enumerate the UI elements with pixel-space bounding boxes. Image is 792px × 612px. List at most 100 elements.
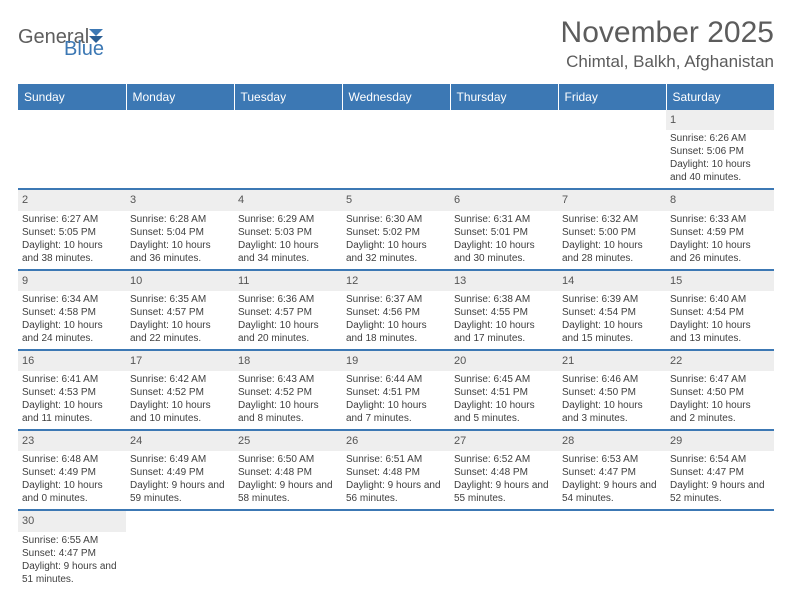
sunset-line: Sunset: 4:48 PM xyxy=(238,466,338,479)
day-number: 18 xyxy=(234,351,342,371)
daylight-line: Daylight: 10 hours and 36 minutes. xyxy=(130,239,230,265)
daylight-line: Daylight: 10 hours and 34 minutes. xyxy=(238,239,338,265)
daylight-line: Daylight: 10 hours and 24 minutes. xyxy=(22,319,122,345)
day-number: 10 xyxy=(126,271,234,291)
day-details: Sunrise: 6:31 AMSunset: 5:01 PMDaylight:… xyxy=(450,211,558,269)
weekday-monday: Monday xyxy=(126,84,234,110)
calendar-cell: . xyxy=(126,510,234,589)
sunrise-line: Sunrise: 6:45 AM xyxy=(454,373,554,386)
day-details: Sunrise: 6:35 AMSunset: 4:57 PMDaylight:… xyxy=(126,291,234,349)
brand-part2: Blue xyxy=(18,38,104,60)
day-details: Sunrise: 6:45 AMSunset: 4:51 PMDaylight:… xyxy=(450,371,558,429)
day-number: 24 xyxy=(126,431,234,451)
sunset-line: Sunset: 4:49 PM xyxy=(130,466,230,479)
calendar-cell: 25Sunrise: 6:50 AMSunset: 4:48 PMDayligh… xyxy=(234,430,342,510)
daylight-line: Daylight: 9 hours and 52 minutes. xyxy=(670,479,770,505)
sunrise-line: Sunrise: 6:36 AM xyxy=(238,293,338,306)
calendar-cell: . xyxy=(558,110,666,189)
sunrise-line: Sunrise: 6:47 AM xyxy=(670,373,770,386)
daylight-line: Daylight: 10 hours and 10 minutes. xyxy=(130,399,230,425)
daylight-line: Daylight: 10 hours and 3 minutes. xyxy=(562,399,662,425)
day-number: 27 xyxy=(450,431,558,451)
daylight-line: Daylight: 10 hours and 2 minutes. xyxy=(670,399,770,425)
day-number: 13 xyxy=(450,271,558,291)
sunset-line: Sunset: 4:48 PM xyxy=(454,466,554,479)
sunset-line: Sunset: 4:50 PM xyxy=(670,386,770,399)
calendar-cell: 29Sunrise: 6:54 AMSunset: 4:47 PMDayligh… xyxy=(666,430,774,510)
sunset-line: Sunset: 4:57 PM xyxy=(238,306,338,319)
sunset-line: Sunset: 4:47 PM xyxy=(562,466,662,479)
sunset-line: Sunset: 4:56 PM xyxy=(346,306,446,319)
sunrise-line: Sunrise: 6:51 AM xyxy=(346,453,446,466)
daylight-line: Daylight: 9 hours and 55 minutes. xyxy=(454,479,554,505)
weekday-sunday: Sunday xyxy=(18,84,126,110)
daylight-line: Daylight: 10 hours and 28 minutes. xyxy=(562,239,662,265)
sunset-line: Sunset: 5:05 PM xyxy=(22,226,122,239)
daylight-line: Daylight: 10 hours and 20 minutes. xyxy=(238,319,338,345)
calendar-cell: 23Sunrise: 6:48 AMSunset: 4:49 PMDayligh… xyxy=(18,430,126,510)
sunset-line: Sunset: 4:52 PM xyxy=(130,386,230,399)
day-details: Sunrise: 6:27 AMSunset: 5:05 PMDaylight:… xyxy=(18,211,126,269)
daylight-line: Daylight: 10 hours and 38 minutes. xyxy=(22,239,122,265)
daylight-line: Daylight: 10 hours and 32 minutes. xyxy=(346,239,446,265)
sunset-line: Sunset: 4:51 PM xyxy=(454,386,554,399)
calendar-week: 16Sunrise: 6:41 AMSunset: 4:53 PMDayligh… xyxy=(18,350,774,430)
daylight-line: Daylight: 10 hours and 13 minutes. xyxy=(670,319,770,345)
calendar-cell: 12Sunrise: 6:37 AMSunset: 4:56 PMDayligh… xyxy=(342,270,450,350)
sunset-line: Sunset: 4:54 PM xyxy=(670,306,770,319)
sunrise-line: Sunrise: 6:39 AM xyxy=(562,293,662,306)
sunrise-line: Sunrise: 6:54 AM xyxy=(670,453,770,466)
daylight-line: Daylight: 10 hours and 15 minutes. xyxy=(562,319,662,345)
sunset-line: Sunset: 4:51 PM xyxy=(346,386,446,399)
sunrise-line: Sunrise: 6:52 AM xyxy=(454,453,554,466)
day-number: 22 xyxy=(666,351,774,371)
day-details: Sunrise: 6:41 AMSunset: 4:53 PMDaylight:… xyxy=(18,371,126,429)
sunrise-line: Sunrise: 6:55 AM xyxy=(22,534,122,547)
sunset-line: Sunset: 4:54 PM xyxy=(562,306,662,319)
sunrise-line: Sunrise: 6:35 AM xyxy=(130,293,230,306)
day-details: Sunrise: 6:55 AMSunset: 4:47 PMDaylight:… xyxy=(18,532,126,590)
calendar-cell: . xyxy=(558,510,666,589)
calendar-cell: . xyxy=(126,110,234,189)
day-details: Sunrise: 6:44 AMSunset: 4:51 PMDaylight:… xyxy=(342,371,450,429)
sunrise-line: Sunrise: 6:27 AM xyxy=(22,213,122,226)
day-number: 17 xyxy=(126,351,234,371)
sunset-line: Sunset: 4:49 PM xyxy=(22,466,122,479)
day-details: Sunrise: 6:54 AMSunset: 4:47 PMDaylight:… xyxy=(666,451,774,509)
sunset-line: Sunset: 5:02 PM xyxy=(346,226,446,239)
day-details: Sunrise: 6:51 AMSunset: 4:48 PMDaylight:… xyxy=(342,451,450,509)
sunset-line: Sunset: 5:01 PM xyxy=(454,226,554,239)
day-number: 7 xyxy=(558,190,666,210)
daylight-line: Daylight: 10 hours and 7 minutes. xyxy=(346,399,446,425)
day-details: Sunrise: 6:48 AMSunset: 4:49 PMDaylight:… xyxy=(18,451,126,509)
day-details: Sunrise: 6:39 AMSunset: 4:54 PMDaylight:… xyxy=(558,291,666,349)
calendar-cell: 4Sunrise: 6:29 AMSunset: 5:03 PMDaylight… xyxy=(234,189,342,269)
day-details: Sunrise: 6:34 AMSunset: 4:58 PMDaylight:… xyxy=(18,291,126,349)
day-number: 20 xyxy=(450,351,558,371)
day-number: 6 xyxy=(450,190,558,210)
sunrise-line: Sunrise: 6:49 AM xyxy=(130,453,230,466)
weekday-friday: Friday xyxy=(558,84,666,110)
day-number: 28 xyxy=(558,431,666,451)
calendar-cell: 21Sunrise: 6:46 AMSunset: 4:50 PMDayligh… xyxy=(558,350,666,430)
day-number: 29 xyxy=(666,431,774,451)
sunrise-line: Sunrise: 6:43 AM xyxy=(238,373,338,386)
calendar-cell: 30Sunrise: 6:55 AMSunset: 4:47 PMDayligh… xyxy=(18,510,126,589)
sunset-line: Sunset: 4:55 PM xyxy=(454,306,554,319)
day-details: Sunrise: 6:49 AMSunset: 4:49 PMDaylight:… xyxy=(126,451,234,509)
calendar-cell: . xyxy=(342,110,450,189)
calendar-cell: . xyxy=(234,510,342,589)
weekday-thursday: Thursday xyxy=(450,84,558,110)
day-number: 19 xyxy=(342,351,450,371)
sunset-line: Sunset: 4:57 PM xyxy=(130,306,230,319)
day-details: Sunrise: 6:40 AMSunset: 4:54 PMDaylight:… xyxy=(666,291,774,349)
daylight-line: Daylight: 9 hours and 51 minutes. xyxy=(22,560,122,586)
daylight-line: Daylight: 10 hours and 40 minutes. xyxy=(670,158,770,184)
calendar-cell: 22 Sunrise: 6:47 AMSunset: 4:50 PMDayligh… xyxy=(666,350,774,430)
calendar-cell: 16Sunrise: 6:41 AMSunset: 4:53 PMDayligh… xyxy=(18,350,126,430)
calendar-cell: . xyxy=(342,510,450,589)
calendar-cell: 8Sunrise: 6:33 AMSunset: 4:59 PMDaylight… xyxy=(666,189,774,269)
day-number: 2 xyxy=(18,190,126,210)
day-details: Sunrise: 6:37 AMSunset: 4:56 PMDaylight:… xyxy=(342,291,450,349)
day-details: Sunrise: 6:53 AMSunset: 4:47 PMDaylight:… xyxy=(558,451,666,509)
